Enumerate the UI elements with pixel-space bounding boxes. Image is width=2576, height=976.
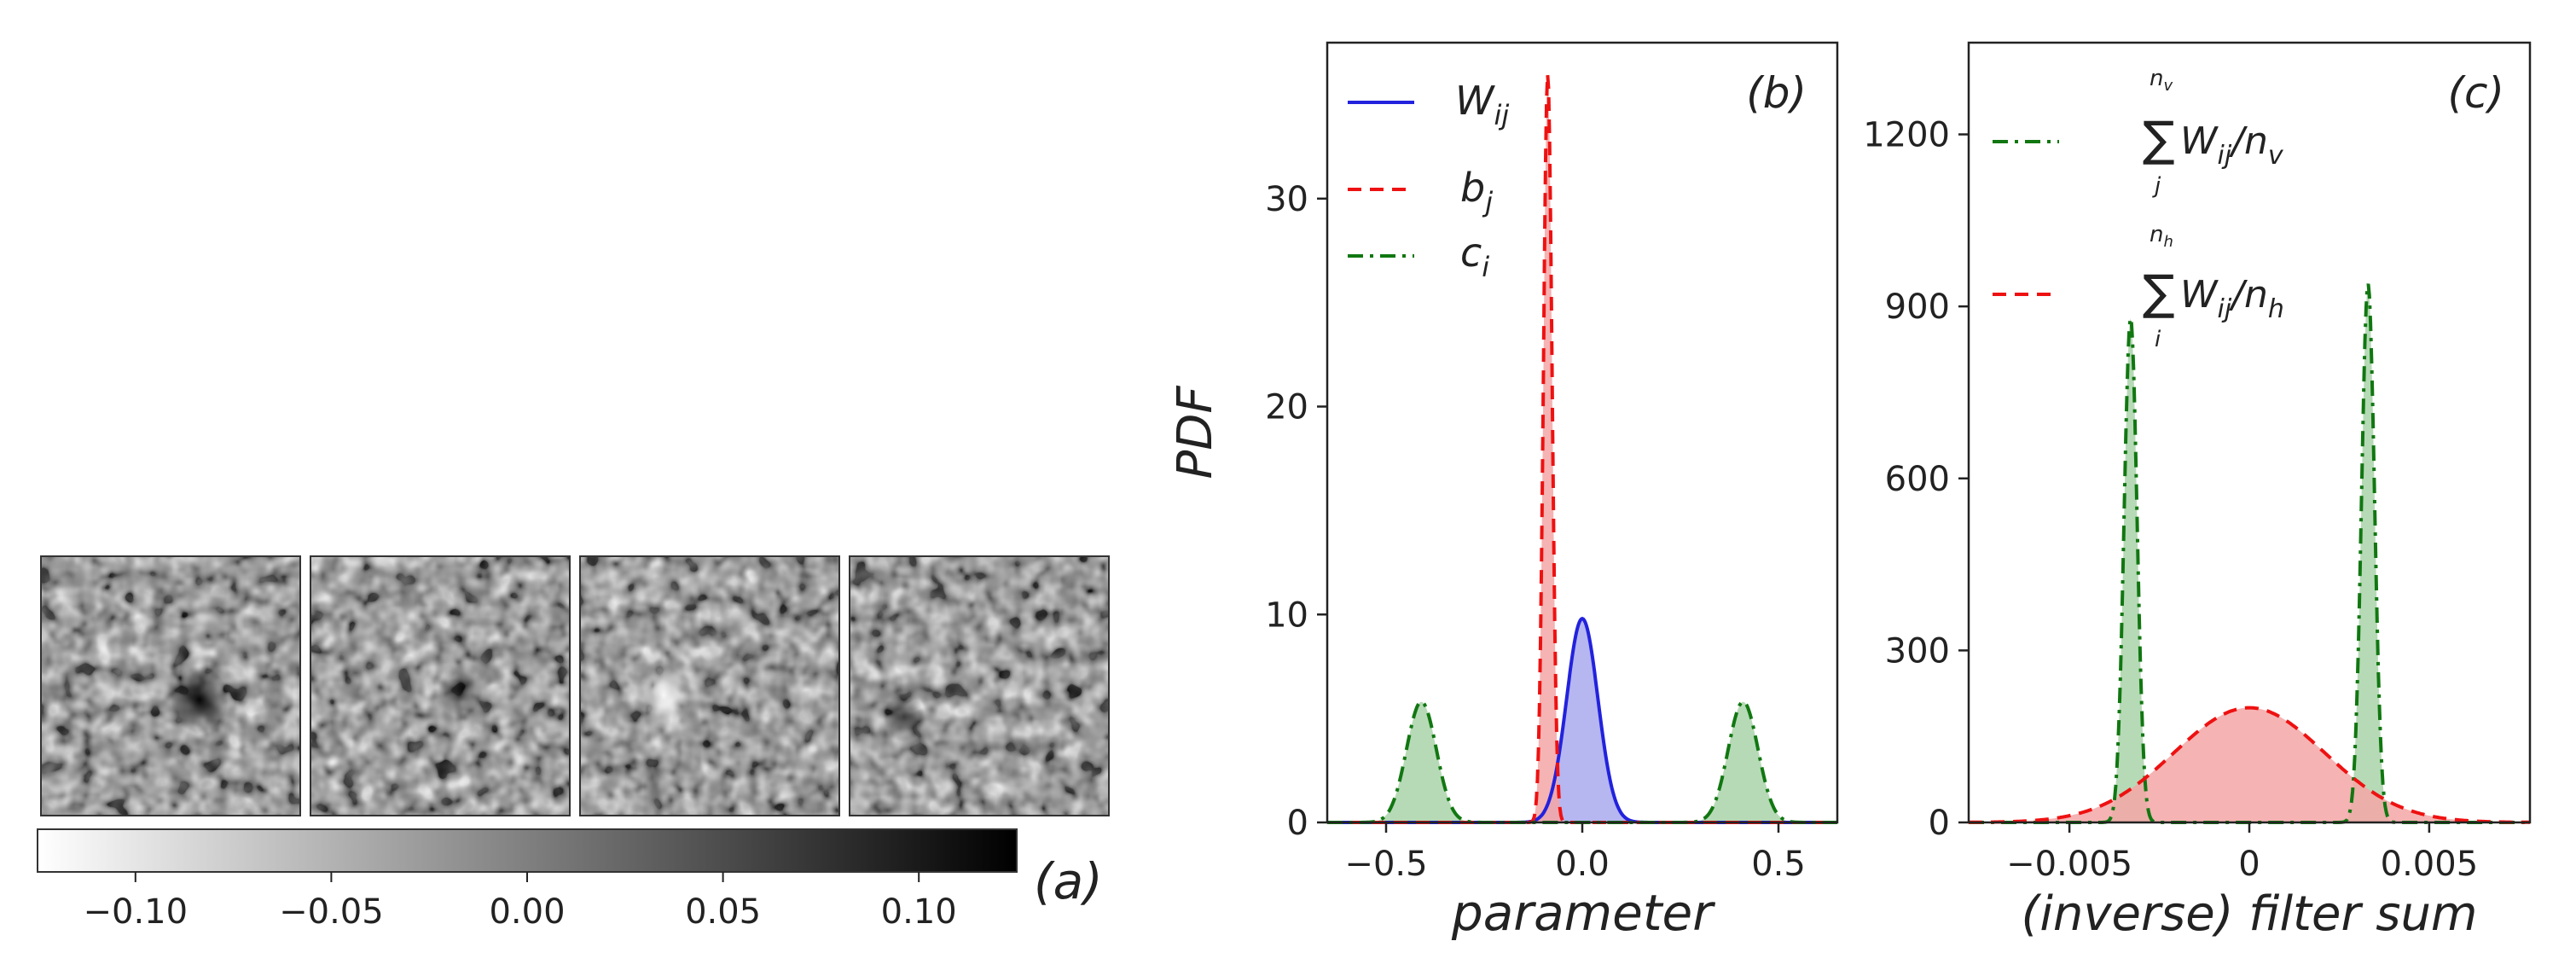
panel-c-ytick-label: 0 [1929,804,1950,843]
legend-sum-j-top: nv [2150,66,2173,95]
panel-b-parameter-pdf: −0.5 0.0 0.5 0 10 20 30 (b) parameter PDF Wij … [1168,41,1839,942]
panel-c-xtick-label: 0.005 [2381,845,2479,884]
colorbar-tick-label: −0.10 [84,892,189,932]
panel-c-xtick-label: −0.005 [2006,845,2132,884]
panel-b-label: (b) [1746,68,1807,118]
panel-c-filter-sum-pdf: −0.005 0 0.005 0 300 600 900 1200 (c) (inverse)… [1863,41,2532,942]
panel-b-fill-0 [1327,619,1837,822]
filter-image-3 [579,555,840,816]
filter-image-1 [40,555,301,816]
legend-label-b: bj [1460,165,1493,218]
panel-b-xlabel: parameter [1451,884,1715,942]
panel-c-label: (c) [2447,68,2504,118]
filter-image-4 [849,555,1110,816]
panel-b-legend: Wij bj ci [1348,78,1509,283]
legend-sum-j-bottom: j [2152,173,2161,199]
panel-a-label: (a) [1034,852,1103,910]
legend-label-w: Wij [1455,78,1509,131]
colorbar-tick-label: 0.10 [881,892,957,932]
panel-b-ylabel: PDF [1168,386,1223,479]
legend-label-sum-i: Wij/nh [2180,273,2284,324]
colorbar-tick-label: 0.00 [489,892,565,932]
panel-b-ytick-label: 0 [1287,804,1308,843]
colorbar: −0.10 −0.05 0.00 0.05 0.10 [37,828,1018,932]
filter-image-2 [310,555,571,816]
legend-sum-j-sigma: ∑ [2143,112,2175,167]
colorbar-tick-label: 0.05 [685,892,761,932]
panel-b-xtick-label: 0.5 [1751,845,1806,884]
panel-b-xtick-label: −0.5 [1344,845,1427,884]
panel-c-ytick-label: 300 [1885,631,1950,671]
panel-c-series-1 [1969,706,2530,824]
panel-c-xtick-label: 0 [2238,845,2260,884]
panel-b-ytick-label: 30 [1265,180,1308,219]
legend-sum-i-bottom: i [2155,327,2161,352]
colorbar-tick-label: −0.05 [279,892,384,932]
panel-c-ytick-label: 600 [1885,460,1950,499]
panel-b-fill-2 [1327,701,1837,822]
legend-sum-i-top: nh [2150,222,2173,251]
panel-c-legend: nv ∑ j Wij/nv nh ∑ i Wij/nh [1993,66,2284,352]
panel-c-fill-1 [1969,707,2530,822]
panel-b-ytick-label: 10 [1265,595,1308,635]
panel-b-xtick-label: 0.0 [1555,845,1610,884]
legend-label-c: ci [1460,229,1489,283]
legend-sum-i-sigma: ∑ [2143,265,2175,321]
panel-c-xlabel: (inverse) filter sum [2022,886,2478,942]
panel-b-ytick-label: 20 [1265,388,1308,427]
panel-c-ytick-label: 900 [1885,288,1950,327]
panel-a-filters: −0.10 −0.05 0.00 0.05 0.10 (a) [37,555,1110,932]
legend-label-sum-j: Wij/nv [2180,119,2284,171]
panel-c-ytick-label: 1200 [1863,116,1950,155]
